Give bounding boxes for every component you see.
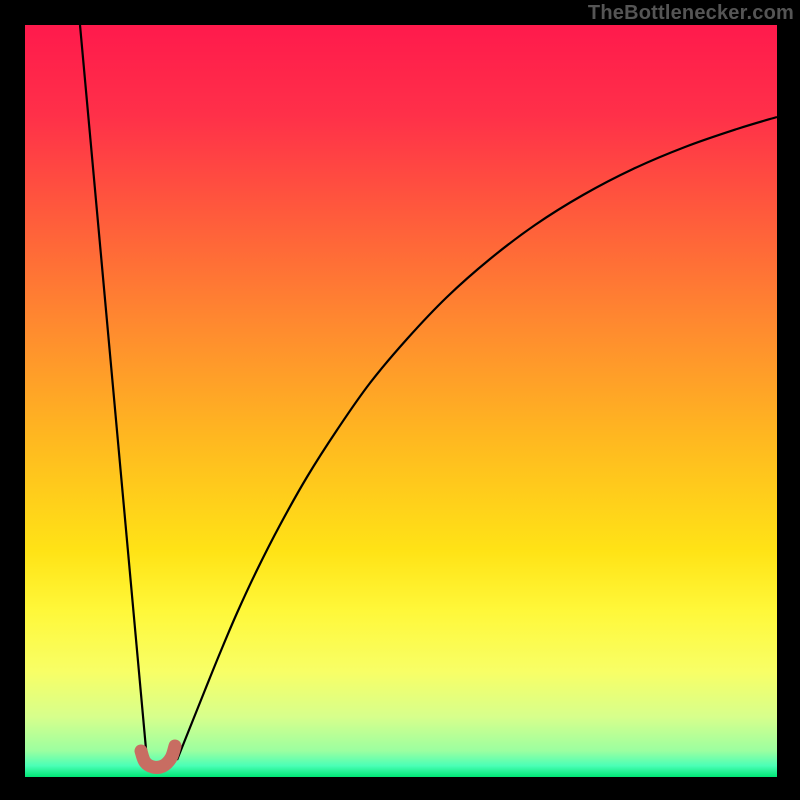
bottleneck-curve-left [80, 25, 147, 760]
bottleneck-curve-right [177, 117, 777, 760]
curve-layer [25, 25, 777, 777]
endpoint-marker [141, 746, 175, 767]
attribution-text: TheBottlenecker.com [588, 2, 794, 25]
plot-area [25, 25, 777, 777]
